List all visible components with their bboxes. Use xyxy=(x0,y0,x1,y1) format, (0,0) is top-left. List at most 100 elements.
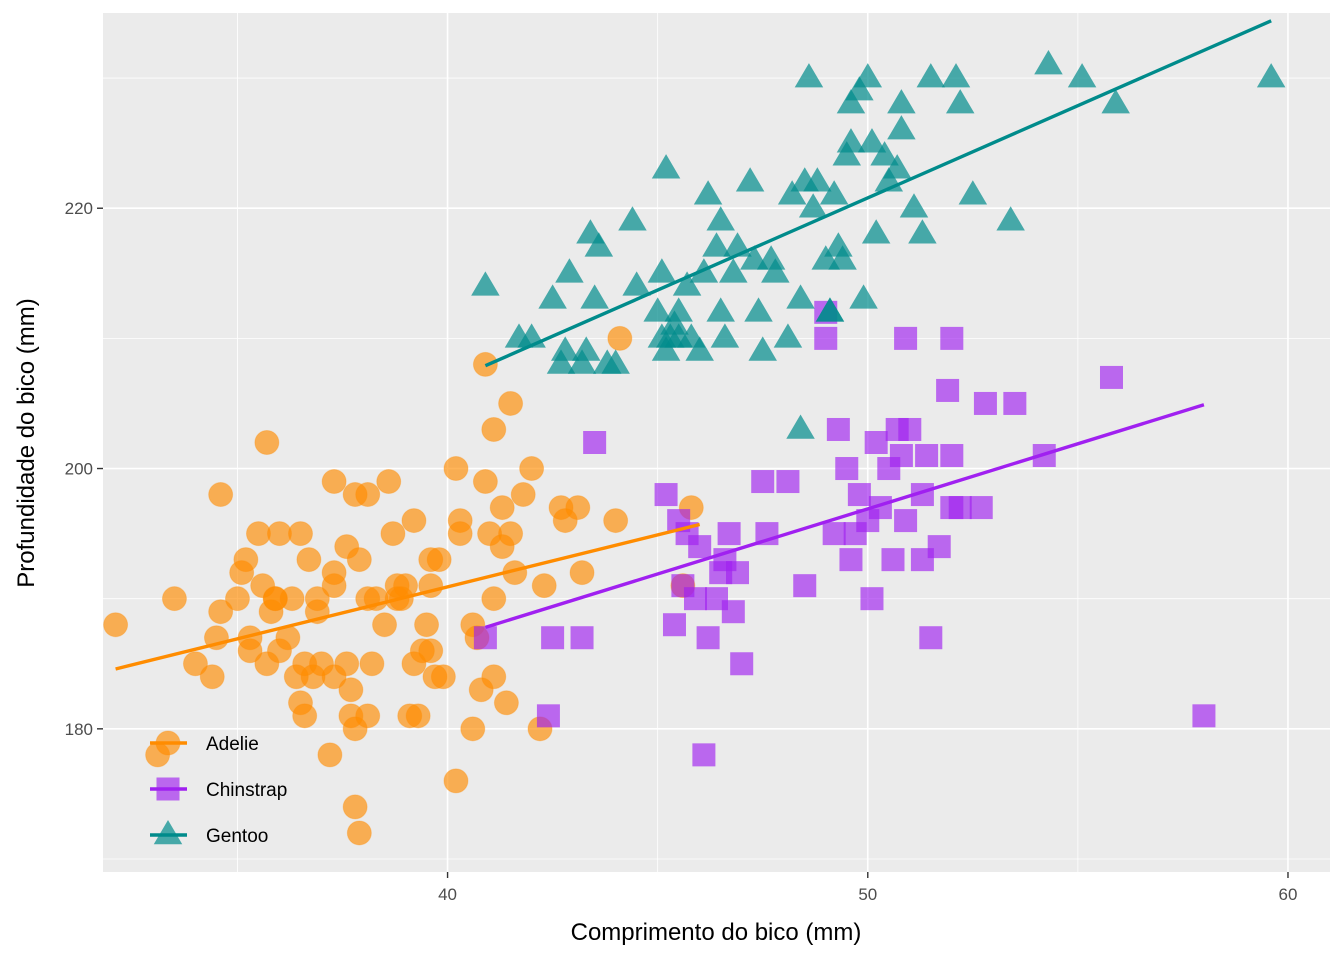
data-point xyxy=(359,651,385,677)
plot-panel xyxy=(103,13,1330,872)
data-point xyxy=(1192,704,1216,728)
data-point xyxy=(237,638,263,664)
legend-item-gentoo: Gentoo xyxy=(150,820,268,847)
data-point xyxy=(894,326,918,350)
data-point xyxy=(908,219,937,244)
data-point xyxy=(916,63,946,88)
data-point xyxy=(839,548,863,572)
x-tick-label: 60 xyxy=(1279,885,1298,904)
data-point xyxy=(815,297,845,322)
data-point xyxy=(696,626,720,650)
data-point xyxy=(899,193,929,218)
data-point xyxy=(814,326,838,350)
data-point xyxy=(941,63,971,88)
data-point xyxy=(861,219,891,244)
data-point xyxy=(847,483,871,507)
data-point xyxy=(338,677,364,703)
data-point xyxy=(355,703,381,729)
data-point xyxy=(958,180,988,205)
data-point xyxy=(726,561,750,585)
data-point xyxy=(643,297,672,322)
data-point xyxy=(1003,391,1027,415)
data-point xyxy=(443,768,469,794)
data-point xyxy=(969,496,993,520)
data-point xyxy=(531,573,557,599)
trend-lines xyxy=(115,19,1272,671)
data-point xyxy=(685,336,714,361)
data-point xyxy=(555,258,584,283)
data-point xyxy=(803,167,832,192)
data-point xyxy=(471,271,500,296)
data-point xyxy=(414,612,440,638)
legend-marker xyxy=(153,820,183,845)
data-point xyxy=(721,600,745,624)
data-point xyxy=(881,548,905,572)
data-point xyxy=(161,586,187,612)
data-point xyxy=(860,587,884,611)
data-point xyxy=(882,154,912,179)
data-point xyxy=(794,63,824,88)
data-point xyxy=(887,115,916,140)
data-point xyxy=(208,599,234,625)
data-point xyxy=(304,586,330,612)
data-point xyxy=(321,469,347,495)
data-point xyxy=(498,521,524,547)
data-point xyxy=(430,664,456,690)
y-axis: 180 200 220 xyxy=(65,199,103,739)
data-point xyxy=(828,245,857,270)
data-point xyxy=(647,258,677,283)
data-point xyxy=(546,349,576,374)
data-point xyxy=(894,509,918,533)
legend-marker xyxy=(155,730,181,756)
data-point xyxy=(346,820,372,846)
data-point xyxy=(622,271,651,296)
y-tick-label: 180 xyxy=(65,720,93,739)
legend-item-chinstrap: Chinstrap xyxy=(150,777,287,801)
series-adelie xyxy=(103,325,704,846)
legend: Adelie Chinstrap Gentoo xyxy=(150,730,287,847)
x-axis-title: Comprimento do bico (mm) xyxy=(571,919,862,946)
data-point xyxy=(1101,89,1130,114)
data-point xyxy=(1034,50,1063,75)
data-point xyxy=(372,612,398,638)
data-point xyxy=(1256,63,1286,88)
data-point xyxy=(692,743,716,767)
data-point xyxy=(654,483,678,507)
data-point xyxy=(182,651,208,677)
data-point xyxy=(889,444,913,468)
data-point xyxy=(481,416,507,442)
legend-label: Chinstrap xyxy=(206,780,287,801)
data-point xyxy=(793,574,817,598)
data-point xyxy=(748,336,777,361)
data-point xyxy=(292,703,318,729)
data-point xyxy=(199,664,225,690)
data-point xyxy=(751,470,775,494)
data-point xyxy=(761,258,790,283)
data-point xyxy=(936,378,960,402)
series-gentoo xyxy=(471,50,1286,439)
data-point xyxy=(651,336,681,361)
data-point xyxy=(919,626,943,650)
data-point xyxy=(447,521,473,547)
data-point xyxy=(915,444,939,468)
legend-marker xyxy=(156,777,180,801)
data-point xyxy=(688,535,712,559)
data-point xyxy=(948,496,972,520)
data-point xyxy=(730,652,754,676)
data-point xyxy=(472,469,498,495)
data-point xyxy=(819,180,849,205)
data-point xyxy=(664,297,693,322)
data-point xyxy=(346,547,372,573)
data-point xyxy=(342,794,368,820)
data-point xyxy=(603,508,629,534)
data-point xyxy=(262,586,288,612)
data-point xyxy=(569,560,595,586)
data-point xyxy=(822,522,846,546)
data-point xyxy=(541,626,565,650)
data-point xyxy=(651,154,681,179)
data-point xyxy=(208,482,234,508)
data-point xyxy=(266,521,292,547)
data-point xyxy=(601,349,630,374)
trend-line-gentoo xyxy=(484,19,1272,368)
data-point xyxy=(702,232,731,257)
